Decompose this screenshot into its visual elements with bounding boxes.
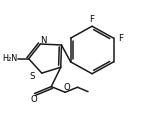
Text: F: F [118,34,123,43]
Text: S: S [30,72,35,81]
Text: O: O [63,83,70,92]
Text: O: O [30,95,37,104]
Text: F: F [90,15,95,24]
Text: N: N [40,36,47,45]
Text: H₂N: H₂N [2,54,17,63]
